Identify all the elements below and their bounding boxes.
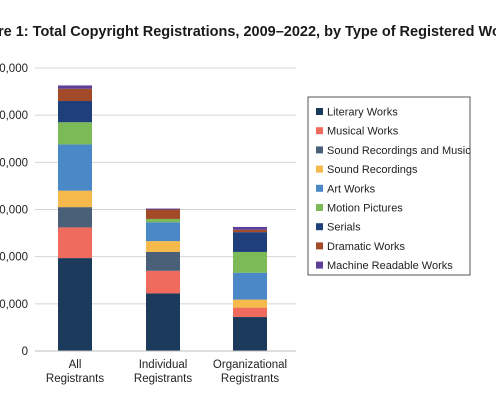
legend-swatch <box>316 127 323 135</box>
bar-segment <box>58 207 92 228</box>
legend: Literary Works Musical Works Sound Recordi… <box>307 96 471 276</box>
bar-segment <box>146 222 180 242</box>
legend-swatch <box>316 184 323 192</box>
bar-segment <box>146 218 180 223</box>
legend-swatch <box>316 165 323 173</box>
legend-label: Art Works <box>327 183 376 195</box>
bar-segment <box>146 209 180 219</box>
legend-swatch <box>316 204 323 211</box>
bar-segment <box>146 293 180 351</box>
y-tick-label: 0,000 <box>0 252 28 264</box>
y-tick-label: 0,000 <box>0 205 28 217</box>
y-tick-label: 0,000 <box>0 63 28 75</box>
bar-segment <box>146 251 180 271</box>
bar-segment <box>58 85 92 89</box>
bar-segment <box>233 272 267 300</box>
y-axis-tick-labels: 0 0,000 0,000 0,000 0,000 0,000 0,000 <box>0 63 28 358</box>
bar-segment <box>58 144 92 191</box>
legend-swatch <box>316 261 323 269</box>
bar-segment <box>233 299 267 308</box>
bar-segment <box>58 227 92 259</box>
bar-segment <box>146 241 180 252</box>
legend-label: Motion Pictures <box>327 203 403 215</box>
bar-segment <box>233 317 267 351</box>
chart-title: re 1: Total Copyright Registrations, 200… <box>0 23 496 40</box>
x-axis-category-labels: All Registrants Individual Registrants Organ… <box>46 359 287 385</box>
bar-segment <box>58 88 92 102</box>
bar-segment <box>233 226 267 230</box>
legend-swatch <box>316 108 323 115</box>
legend-label: Sound Recordings and Music <box>327 145 471 157</box>
category-label: Registrants <box>134 373 192 385</box>
y-tick-label: 0,000 <box>0 110 28 122</box>
legend-label: Musical Works <box>327 126 399 138</box>
bar-segment <box>146 208 180 210</box>
category-label: Individual <box>139 359 188 371</box>
bar-segment <box>233 251 267 273</box>
legend-swatch <box>316 242 323 250</box>
bar-segment <box>233 232 267 252</box>
legend-swatch <box>316 146 323 154</box>
legend-label: Dramatic Works <box>327 241 406 253</box>
bar-segment <box>58 258 92 351</box>
bar-segment <box>58 190 92 208</box>
legend-label: Machine Readable Works <box>327 260 453 272</box>
legend-box <box>307 96 471 276</box>
bar-segment <box>58 101 92 123</box>
legend-label: Serials <box>327 222 361 234</box>
bar-segment <box>233 307 267 318</box>
category-label: Organizational <box>213 359 287 371</box>
category-label: Registrants <box>46 373 104 385</box>
bar-segment <box>146 270 180 294</box>
legend-label: Literary Works <box>327 107 398 119</box>
y-tick-label: 0 <box>22 346 28 358</box>
legend-label: Sound Recordings <box>327 164 418 176</box>
y-tick-label: 0,000 <box>0 299 28 311</box>
bar-segment <box>58 122 92 145</box>
bar-segment <box>233 229 267 233</box>
category-label: Registrants <box>221 373 279 385</box>
category-label: All <box>69 359 82 371</box>
y-tick-label: 0,000 <box>0 157 28 169</box>
legend-swatch <box>316 223 323 231</box>
stacked-bars <box>58 85 267 351</box>
